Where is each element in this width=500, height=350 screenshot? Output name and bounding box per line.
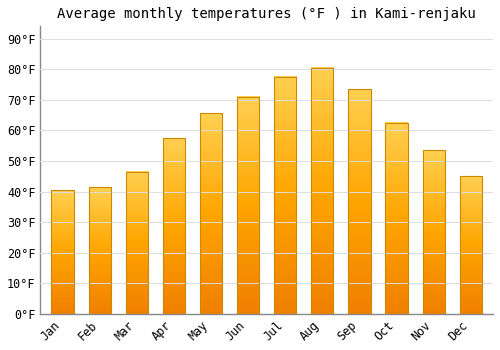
Bar [274, 77, 296, 314]
Bar [422, 150, 445, 314]
Bar [163, 138, 185, 314]
Title: Average monthly temperatures (°F ) in Kami-renjaku: Average monthly temperatures (°F ) in Ka… [58, 7, 476, 21]
Bar [386, 122, 407, 314]
Bar [237, 97, 260, 314]
Bar [460, 176, 482, 314]
Bar [311, 68, 334, 314]
Bar [126, 172, 148, 314]
Bar [348, 89, 370, 314]
Bar [200, 113, 222, 314]
Bar [88, 187, 111, 314]
Bar [52, 190, 74, 314]
